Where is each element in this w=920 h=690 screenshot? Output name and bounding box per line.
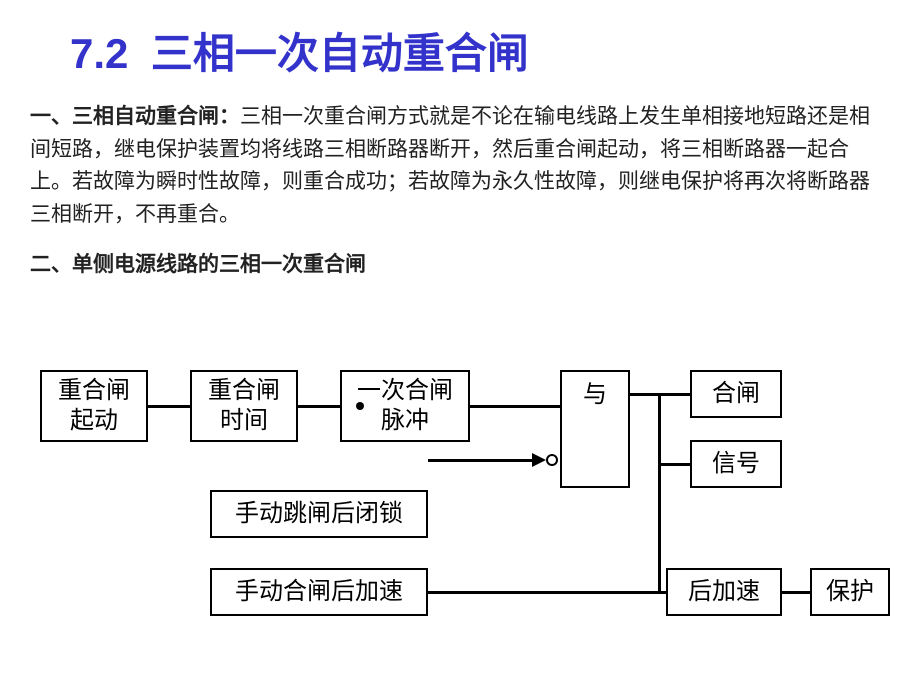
para1-label: 一、三相自动重合闸： <box>30 104 240 128</box>
dot-marker <box>356 402 364 410</box>
node-reclose-time: 重合闸 时间 <box>190 370 298 442</box>
paragraph-2: 二、单侧电源线路的三相一次重合闸 <box>30 248 890 281</box>
edge-and-branch-v <box>658 393 661 594</box>
edge-accel-join <box>428 591 660 594</box>
paragraph-1: 一、三相自动重合闸：三相一次重合闸方式就是不论在输电线路上发生单相接地短路还是相… <box>30 100 890 230</box>
edge-time-pulse <box>298 405 340 408</box>
node-reclose-start: 重合闸 起动 <box>40 370 148 442</box>
edge-branch-signal <box>658 463 690 466</box>
page-title: 7.2 三相一次自动重合闸 <box>70 20 529 81</box>
inverter-bubble-icon <box>546 454 558 466</box>
edge-pulse-and <box>470 405 560 408</box>
node-and-gate: 与 <box>560 370 630 488</box>
title-text: 三相一次自动重合闸 <box>151 30 529 77</box>
node-protect: 保护 <box>810 568 890 616</box>
edge-start-time <box>148 405 190 408</box>
flowchart-diagram: 重合闸 起动 重合闸 时间 一次合闸 脉冲 与 合闸 信号 手动跳闸后闭锁 手动… <box>30 350 900 660</box>
node-signal: 信号 <box>690 440 782 488</box>
title-number: 7.2 <box>70 30 128 77</box>
node-post-accel: 后加速 <box>666 568 782 616</box>
inverter-arrow-icon <box>532 453 546 467</box>
node-manual-trip-lock: 手动跳闸后闭锁 <box>210 490 428 538</box>
edge-lock-and <box>428 459 534 462</box>
node-manual-close-accel: 手动合闸后加速 <box>210 568 428 616</box>
node-close: 合闸 <box>690 370 782 418</box>
edge-postacc-protect <box>782 591 810 594</box>
para2-label: 二、单侧电源线路的三相一次重合闸 <box>30 252 366 276</box>
